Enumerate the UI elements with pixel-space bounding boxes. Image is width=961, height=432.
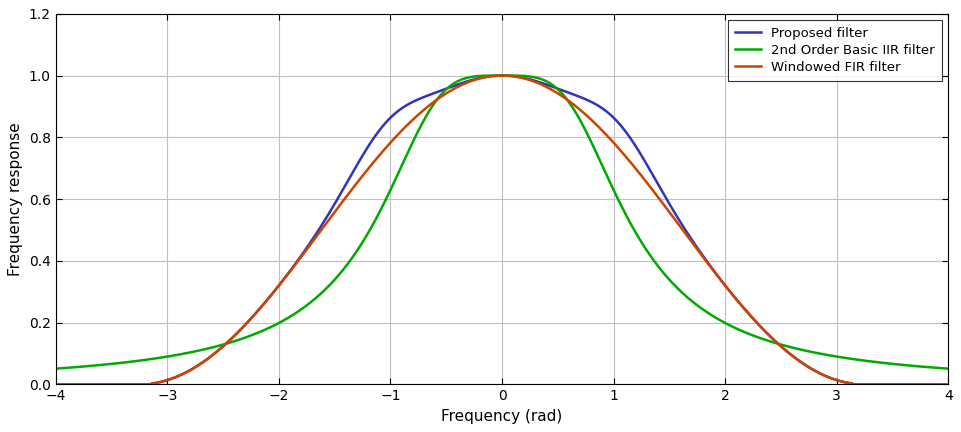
Proposed filter: [472, 76, 483, 81]
Windowed FIR filter: [590, 121, 602, 127]
X-axis label: Frequency (rad): Frequency (rad): [441, 409, 562, 424]
2nd Order Basic IIR filter: [496, 73, 507, 78]
Windowed FIR filter: [50, 381, 62, 387]
2nd Order Basic IIR filter: [50, 366, 62, 371]
Proposed filter: [885, 381, 897, 387]
Proposed filter: [590, 102, 602, 107]
2nd Order Basic IIR filter: [943, 366, 954, 371]
Proposed filter: [272, 284, 283, 289]
Windowed FIR filter: [623, 158, 634, 163]
Line: 2nd Order Basic IIR filter: 2nd Order Basic IIR filter: [56, 76, 949, 368]
Windowed FIR filter: [943, 381, 954, 387]
Legend: Proposed filter, 2nd Order Basic IIR filter, Windowed FIR filter: Proposed filter, 2nd Order Basic IIR fil…: [727, 20, 942, 80]
Proposed filter: [943, 381, 954, 387]
Proposed filter: [689, 241, 701, 247]
2nd Order Basic IIR filter: [472, 73, 483, 79]
Windowed FIR filter: [272, 284, 283, 289]
2nd Order Basic IIR filter: [885, 361, 897, 366]
Windowed FIR filter: [496, 73, 507, 78]
Line: Windowed FIR filter: Windowed FIR filter: [56, 76, 949, 384]
Windowed FIR filter: [689, 244, 701, 249]
2nd Order Basic IIR filter: [689, 301, 701, 306]
Y-axis label: Frequency response: Frequency response: [9, 122, 23, 276]
Windowed FIR filter: [472, 76, 483, 82]
Proposed filter: [50, 381, 62, 387]
Line: Proposed filter: Proposed filter: [56, 76, 949, 384]
2nd Order Basic IIR filter: [272, 321, 283, 326]
Proposed filter: [496, 73, 507, 78]
Proposed filter: [623, 133, 634, 138]
Windowed FIR filter: [885, 381, 897, 387]
2nd Order Basic IIR filter: [590, 149, 602, 154]
2nd Order Basic IIR filter: [623, 218, 634, 223]
